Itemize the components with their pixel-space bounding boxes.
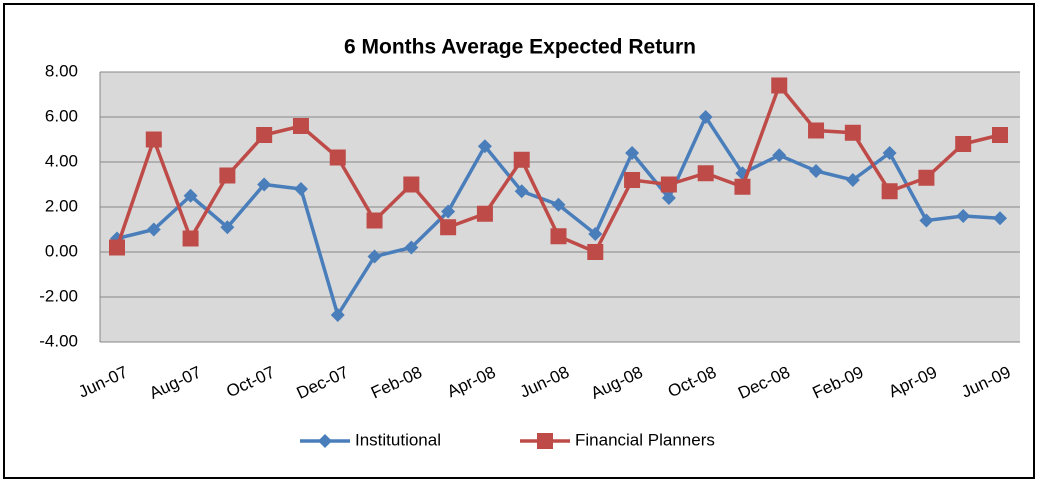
chart-title: 6 Months Average Expected Return [344,36,696,59]
marker [588,227,603,241]
y-tick-label: 0.00 [45,241,78,260]
marker [660,176,677,193]
marker [366,212,383,229]
marker [367,249,382,264]
marker [881,183,898,200]
marker [219,167,236,184]
marker [587,244,604,260]
marker [551,197,566,212]
marker [625,146,640,160]
marker [845,173,860,187]
marker [918,169,935,186]
marker [513,151,530,168]
marker [808,122,825,139]
marker [476,205,493,222]
marker [661,191,676,205]
marker [146,222,161,237]
marker [734,178,751,195]
marker [441,204,456,219]
y-tick-label: -2.00 [39,286,78,305]
marker [182,230,199,247]
marker [809,164,824,178]
marker [771,77,788,94]
marker [403,176,420,193]
marker [293,182,308,196]
marker [550,228,567,245]
y-tick-label: -4.00 [39,331,78,350]
marker [955,136,972,152]
marker [514,184,529,199]
legend-label: Institutional [355,430,441,449]
marker [919,213,934,228]
marker [882,146,897,160]
legend-label: Financial Planners [575,430,715,449]
marker [992,127,1008,143]
y-tick-label: 8.00 [45,61,78,80]
marker [844,124,861,141]
y-tick-label: 2.00 [45,196,78,215]
marker [109,239,125,256]
marker [624,172,641,188]
y-tick-label: 4.00 [45,151,78,170]
y-tick-label: 6.00 [45,106,78,125]
marker [329,149,346,166]
marker [697,165,714,182]
marker [257,177,272,192]
marker [145,131,162,148]
marker [256,127,273,143]
marker [183,188,198,203]
marker [440,219,457,236]
marker [477,139,492,154]
marker [220,220,235,235]
marker [292,118,309,134]
marker [772,148,787,163]
marker [330,308,345,322]
marker [698,110,713,124]
marker [993,211,1007,226]
marker [956,209,971,223]
marker [404,240,419,255]
legend-marker [318,434,332,448]
legend-marker [537,433,553,449]
